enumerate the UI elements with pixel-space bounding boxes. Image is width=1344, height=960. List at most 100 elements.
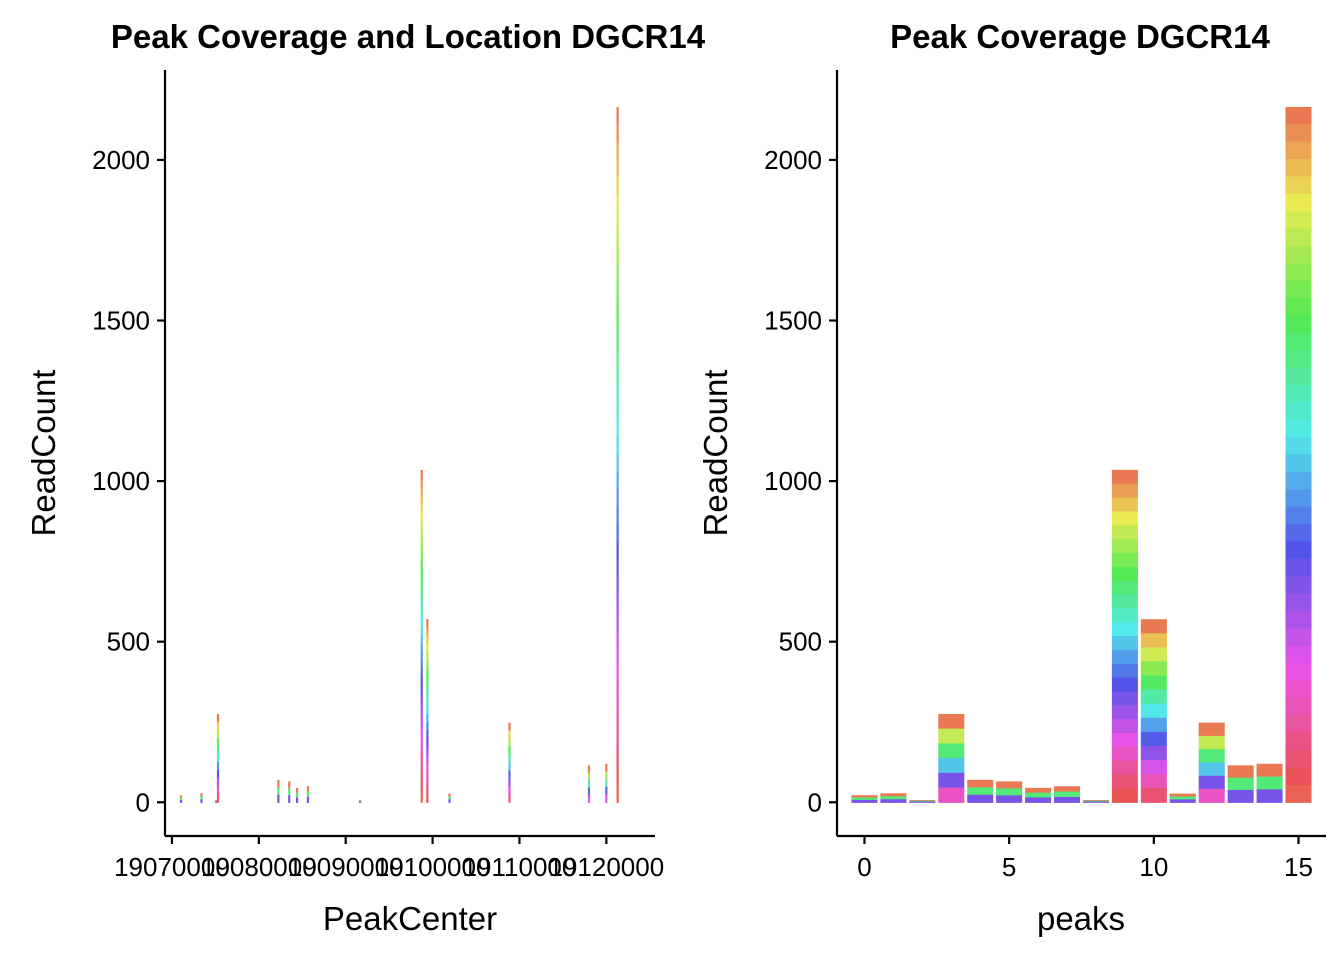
chart-right-bar-segment: [1256, 789, 1283, 803]
chart-right-bar-segment: [1140, 760, 1167, 775]
chart-right-bar-segment: [1140, 661, 1167, 677]
chart-right-bar-segment: [1111, 469, 1138, 485]
chart-left-bar-segment: [420, 719, 423, 729]
chart-right-bar: [1285, 106, 1312, 803]
chart-left-bar-segment: [508, 738, 511, 748]
chart-left-bar-segment: [616, 663, 619, 682]
chart-left-bar-segment: [616, 697, 619, 716]
chart-left-bar-segment: [426, 666, 429, 676]
chart-right-bar-segment: [1285, 767, 1312, 786]
chart-left-bar-segment: [616, 767, 619, 786]
chart-right-y-axis-title: ReadCount: [697, 370, 734, 537]
chart-right-bar-segment: [996, 788, 1023, 796]
chart-right-bar-segment: [1169, 793, 1196, 798]
chart-right-bar-segment: [851, 797, 878, 801]
chart-right-bar-segment: [1285, 141, 1312, 160]
chart-left-bar-segment: [605, 794, 608, 803]
chart-right-bar-segment: [1285, 611, 1312, 630]
chart-left-bar-segment: [616, 558, 619, 577]
chart-right-x-axis-ticks: 0 5 10 15: [857, 836, 1313, 882]
chart-left-bar: [605, 763, 608, 803]
chart-left-bar-segment: [420, 577, 423, 587]
chart-left-bar-segment: [508, 762, 511, 772]
chart-left-bar-segment: [616, 263, 619, 282]
chart-right-bar: [1111, 469, 1138, 803]
chart-left-bar-segment: [420, 735, 423, 745]
chart-left-bar-segment: [420, 469, 423, 479]
chart-left-bar-segment: [426, 651, 429, 660]
chart-right-bar-segment: [1054, 791, 1081, 798]
chart-right-bar-segment: [1198, 789, 1225, 803]
chart-right-bar-segment: [909, 801, 936, 803]
chart-left-bar-segment: [426, 762, 429, 772]
chart-left-bar-segment: [420, 486, 423, 496]
chart-right-bar-segment: [1285, 367, 1312, 386]
chart-left-bar: [216, 713, 220, 803]
chart-right-bar-segment: [938, 787, 965, 803]
chart-left-bar-segment: [216, 754, 220, 763]
chart-right-bar-segment: [1111, 497, 1138, 513]
chart-left-bar-segment: [179, 795, 183, 799]
chart-right-bar-segment: [1285, 645, 1312, 664]
chart-left-bar-segment: [216, 730, 220, 739]
chart-left-bar-segment: [216, 770, 220, 779]
chart-right-bar-segment: [1111, 705, 1138, 720]
chart-right-bar-segment: [1256, 776, 1283, 791]
chart-left-bar-segment: [358, 800, 362, 802]
chart-right-y-tick-label: 1000: [764, 466, 822, 496]
chart-left-bar-segment: [420, 710, 423, 720]
chart-left-x-axis-title: PeakCenter: [323, 900, 497, 937]
chart-left-bar-segment: [616, 593, 619, 612]
chart-left-bar-segment: [616, 298, 619, 317]
chart-left-bar-segment: [200, 796, 203, 800]
chart-left-bar-segment: [616, 332, 619, 351]
chart-left-bar-segment: [616, 141, 619, 160]
chart-left-bar: [508, 722, 511, 803]
chart-left-bar-segment: [426, 738, 429, 748]
chart-right-bar-segment: [1140, 717, 1167, 733]
chart-right-bar-segment: [1025, 787, 1052, 794]
chart-left-bar-segment: [426, 674, 429, 684]
chart-left-title: Peak Coverage and Location DGCR14: [111, 18, 706, 55]
chart-right-bar-segment: [1285, 454, 1312, 473]
chart-right-bar: [1169, 793, 1196, 803]
chart-left-bar-segment: [508, 794, 511, 803]
chart-left-bar-segment: [616, 732, 619, 751]
chart-right-bar-segment: [1111, 788, 1138, 803]
chart-right-bar-segment: [1169, 796, 1196, 800]
chart-left-x-tick-label: 19070000: [114, 852, 230, 882]
chart-left-bar-segment: [426, 698, 429, 708]
chart-left-bar-segment: [605, 786, 608, 796]
chart-left-bar-segment: [420, 511, 423, 521]
chart-left-bar-segment: [616, 611, 619, 630]
chart-right-bar-segment: [938, 743, 965, 759]
chart-left-bar-segment: [306, 791, 310, 798]
chart-left-bar-segment: [295, 792, 299, 799]
chart-right-bar-segment: [1111, 483, 1138, 499]
chart-right-bar-segment: [1111, 760, 1138, 776]
chart-left-bar-segment: [426, 746, 429, 756]
chart-right-bar: [880, 793, 907, 803]
chart-left-bar-segment: [216, 762, 220, 771]
chart-left-bar-segment: [215, 801, 218, 803]
chart-right-bar-segment: [1198, 735, 1225, 750]
chart-right-bar-segment: [1285, 558, 1312, 577]
chart-left-bar-segment: [426, 786, 429, 795]
chart-right-bar-segment: [1140, 689, 1167, 705]
chart-right-bar-segment: [1285, 489, 1312, 508]
chart-left-bar-segment: [420, 519, 423, 529]
chart-left-bar-segment: [587, 787, 591, 796]
chart-right-bar-segment: [1285, 750, 1312, 769]
chart-right-bar-segment: [1285, 176, 1312, 195]
chart-left-bar-segment: [420, 569, 423, 579]
chart-left-bar-segment: [288, 788, 291, 796]
chart-left-bar-segment: [616, 280, 619, 299]
chart-left-bar-segment: [616, 541, 619, 560]
chart-right-bar-segment: [1285, 697, 1312, 716]
chart-right-bar-segment: [880, 799, 907, 803]
chart-left-bar-segment: [420, 494, 423, 504]
chart-left-bar-segment: [420, 702, 423, 712]
chart-left-bar-segment: [616, 419, 619, 438]
chart-right-bar-segment: [967, 794, 994, 803]
chart-left-bar-segment: [420, 594, 423, 604]
